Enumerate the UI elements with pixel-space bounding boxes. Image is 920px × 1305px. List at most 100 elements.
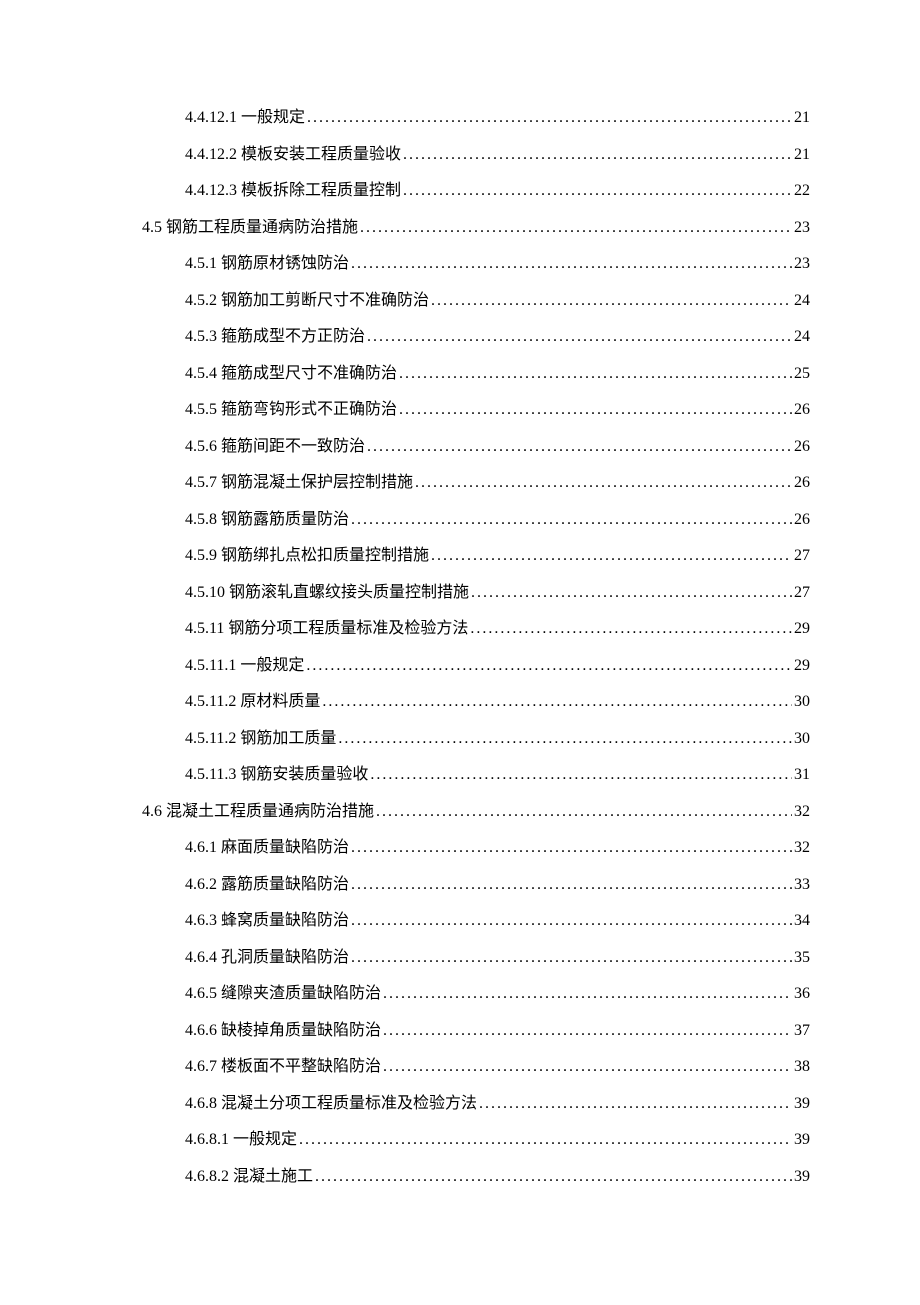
table-of-contents: 4.4.12.1 一般规定214.4.12.2 模板安装工程质量验收214.4.… [110,110,810,1185]
toc-entry-page: 30 [794,731,810,747]
toc-leader-dots [383,1023,792,1039]
toc-entry: 4.5.10 钢筋滚轧直螺纹接头质量控制措施27 [110,585,810,601]
toc-entry: 4.4.12.1 一般规定 21 [110,110,810,126]
toc-entry-label: 4.5.11.2 钢筋加工质量 [185,731,336,747]
toc-leader-dots [351,256,792,272]
toc-leader-dots [383,986,792,1002]
toc-entry-label: 4.4.12.1 一般规定 [185,110,305,126]
toc-leader-dots [351,877,792,893]
toc-entry-label: 4.4.12.3 模板拆除工程质量控制 [185,183,401,199]
toc-leader-dots [299,1132,792,1148]
toc-entry: 4.5.3 箍筋成型不方正防治 24 [110,329,810,345]
toc-entry-label: 4.6.2 露筋质量缺陷防治 [185,877,349,893]
toc-entry-label: 4.5.5 箍筋弯钩形式不正确防治 [185,402,397,418]
toc-entry: 4.5 钢筋工程质量通病防治措施 23 [110,220,810,236]
toc-entry-label: 4.6.8.2 混凝土施工 [185,1169,313,1185]
toc-leader-dots [471,585,792,601]
toc-leader-dots [338,731,792,747]
toc-entry: 4.6.8.2 混凝土施工 39 [110,1169,810,1185]
toc-entry: 4.6.8.1 一般规定39 [110,1132,810,1148]
toc-leader-dots [307,110,792,126]
toc-entry-label: 4.5.2 钢筋加工剪断尺寸不准确防治 [185,293,429,309]
toc-entry-page: 26 [794,439,810,455]
toc-entry-label: 4.6.8 混凝土分项工程质量标准及检验方法 [185,1096,477,1112]
toc-entry-label: 4.6.4 孔洞质量缺陷防治 [185,950,349,966]
toc-entry-page: 38 [794,1059,810,1075]
toc-entry-label: 4.5.1 钢筋原材锈蚀防治 [185,256,349,272]
toc-entry-page: 23 [794,256,810,272]
toc-entry: 4.5.6 箍筋间距不一致防治 26 [110,439,810,455]
toc-entry: 4.6.2 露筋质量缺陷防治33 [110,877,810,893]
toc-entry-label: 4.6.8.1 一般规定 [185,1132,297,1148]
toc-entry: 4.4.12.3 模板拆除工程质量控制 22 [110,183,810,199]
toc-leader-dots [431,548,792,564]
toc-leader-dots [360,220,792,236]
toc-entry: 4.6.7 楼板面不平整缺陷防治 38 [110,1059,810,1075]
toc-entry: 4.6.4 孔洞质量缺陷防治 35 [110,950,810,966]
toc-entry-label: 4.5.11.1 一般规定 [185,658,304,674]
toc-entry-label: 4.6.3 蜂窝质量缺陷防治 [185,913,349,929]
toc-entry: 4.6.5 缝隙夹渣质量缺陷防治 36 [110,986,810,1002]
toc-entry-page: 21 [794,147,810,163]
toc-entry-label: 4.6.5 缝隙夹渣质量缺陷防治 [185,986,381,1002]
toc-leader-dots [351,950,792,966]
toc-leader-dots [415,475,792,491]
toc-entry: 4.6 混凝土工程质量通病防治措施32 [110,804,810,820]
toc-entry: 4.6.3 蜂窝质量缺陷防治34 [110,913,810,929]
toc-entry-page: 30 [794,694,810,710]
toc-entry-label: 4.6 混凝土工程质量通病防治措施 [142,804,374,820]
toc-entry-label: 4.4.12.2 模板安装工程质量验收 [185,147,401,163]
toc-leader-dots [370,767,792,783]
toc-leader-dots [351,512,792,528]
toc-entry-page: 29 [794,658,810,674]
toc-entry-page: 32 [794,840,810,856]
toc-entry: 4.5.4 箍筋成型尺寸不准确防治25 [110,366,810,382]
toc-leader-dots [470,621,792,637]
toc-entry: 4.6.6 缺棱掉角质量缺陷防治37 [110,1023,810,1039]
toc-leader-dots [399,366,792,382]
toc-entry-page: 22 [794,183,810,199]
toc-leader-dots [376,804,792,820]
toc-entry-label: 4.5.7 钢筋混凝土保护层控制措施 [185,475,413,491]
toc-entry-label: 4.6.6 缺棱掉角质量缺陷防治 [185,1023,381,1039]
toc-entry-page: 23 [794,220,810,236]
toc-entry-label: 4.5.9 钢筋绑扎点松扣质量控制措施 [185,548,429,564]
toc-entry-page: 24 [794,329,810,345]
toc-entry-page: 36 [794,986,810,1002]
toc-leader-dots [322,694,792,710]
toc-entry-page: 27 [794,585,810,601]
toc-entry: 4.6.1 麻面质量缺陷防治32 [110,840,810,856]
toc-leader-dots [403,147,792,163]
toc-entry-page: 25 [794,366,810,382]
toc-entry-page: 39 [794,1096,810,1112]
toc-entry: 4.5.11.2 钢筋加工质量 30 [110,731,810,747]
toc-entry-label: 4.6.7 楼板面不平整缺陷防治 [185,1059,381,1075]
toc-entry-label: 4.5.8 钢筋露筋质量防治 [185,512,349,528]
toc-entry-page: 24 [794,293,810,309]
toc-entry-label: 4.5.11 钢筋分项工程质量标准及检验方法 [185,621,468,637]
toc-entry-label: 4.5.11.3 钢筋安装质量验收 [185,767,368,783]
toc-entry-page: 26 [794,402,810,418]
toc-leader-dots [383,1059,792,1075]
toc-entry-label: 4.5.3 箍筋成型不方正防治 [185,329,365,345]
toc-entry: 4.5.5 箍筋弯钩形式不正确防治 26 [110,402,810,418]
toc-leader-dots [399,402,792,418]
toc-entry: 4.5.7 钢筋混凝土保护层控制措施 26 [110,475,810,491]
toc-entry-label: 4.5 钢筋工程质量通病防治措施 [142,220,358,236]
toc-leader-dots [367,329,792,345]
toc-entry-page: 39 [794,1169,810,1185]
toc-leader-dots [431,293,792,309]
toc-entry-page: 31 [794,767,810,783]
toc-entry-page: 35 [794,950,810,966]
toc-entry: 4.5.2 钢筋加工剪断尺寸不准确防治 24 [110,293,810,309]
toc-leader-dots [315,1169,792,1185]
toc-entry-page: 29 [794,621,810,637]
toc-entry-page: 26 [794,475,810,491]
toc-leader-dots [351,840,792,856]
toc-entry: 4.5.11.3 钢筋安装质量验收 31 [110,767,810,783]
document-page: 4.4.12.1 一般规定214.4.12.2 模板安装工程质量验收214.4.… [0,0,920,1305]
toc-entry-label: 4.5.6 箍筋间距不一致防治 [185,439,365,455]
toc-entry-page: 26 [794,512,810,528]
toc-leader-dots [479,1096,792,1112]
toc-entry-page: 21 [794,110,810,126]
